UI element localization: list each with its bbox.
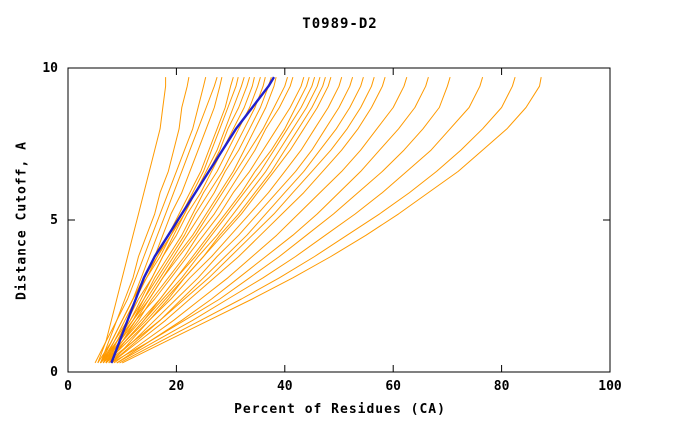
model-curve — [111, 76, 386, 364]
model-curve — [108, 76, 354, 364]
model-curve — [100, 76, 316, 364]
model-curve — [97, 76, 207, 364]
model-curve — [97, 76, 251, 364]
model-curve — [100, 76, 218, 364]
model-curve — [116, 76, 429, 364]
model-curve — [100, 76, 272, 364]
model-curve — [105, 76, 343, 364]
y-tick-label: 10 — [42, 61, 58, 76]
model-curve — [94, 77, 167, 364]
model-curve — [105, 76, 375, 364]
x-tick-label: 0 — [64, 379, 72, 394]
model-curve — [105, 76, 294, 364]
y-tick-label: 0 — [50, 365, 58, 380]
model-curve — [116, 76, 484, 364]
x-tick-label: 100 — [598, 379, 622, 394]
model-curve — [100, 77, 190, 364]
model-curve — [100, 76, 288, 364]
y-axis-label: Distance Cutoff, A — [14, 141, 30, 300]
model-curve — [102, 76, 305, 364]
model-curve — [121, 77, 542, 364]
model-curve — [102, 76, 234, 364]
x-tick-label: 60 — [385, 379, 401, 394]
model-curve — [108, 76, 310, 364]
x-axis-label: Percent of Residues (CA) — [234, 402, 446, 417]
x-tick-label: 40 — [277, 379, 293, 394]
model-curve — [113, 76, 408, 364]
model-curve — [111, 76, 364, 364]
x-tick-label: 20 — [169, 379, 185, 394]
y-tick-label: 5 — [50, 213, 58, 228]
model-curve — [105, 76, 261, 364]
x-tick-label: 80 — [494, 379, 510, 394]
model-curve — [102, 76, 332, 364]
model-curve — [111, 76, 326, 364]
model-curve — [102, 76, 266, 364]
model-curve — [105, 76, 277, 364]
model-curve — [111, 76, 451, 364]
model-curve — [119, 76, 516, 364]
model-curve — [100, 76, 239, 364]
model-curve — [105, 76, 321, 364]
highlighted-model-curve — [110, 76, 276, 364]
chart-title: T0989-D2 — [302, 16, 378, 32]
